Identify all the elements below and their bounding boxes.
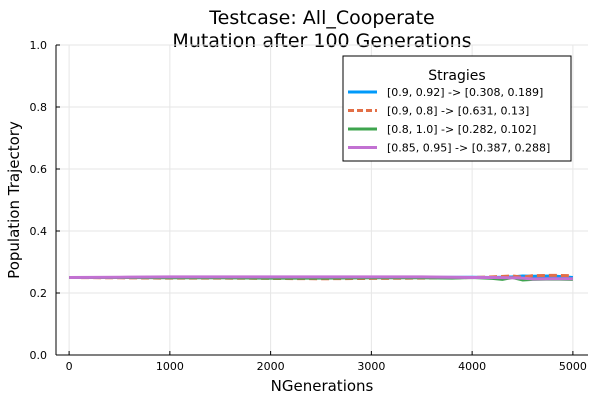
axes bbox=[55, 45, 588, 356]
y-tick-label: 0.4 bbox=[30, 225, 48, 238]
chart-title: Testcase: All_Cooperate bbox=[208, 7, 434, 29]
x-tick-label: 3000 bbox=[357, 360, 385, 373]
legend-label: [0.85, 0.95] -> [0.387, 0.288] bbox=[387, 142, 550, 155]
y-tick-label: 0.0 bbox=[30, 349, 48, 362]
series-layer bbox=[69, 273, 574, 282]
x-tick-label: 4000 bbox=[458, 360, 486, 373]
y-tick-label: 0.8 bbox=[30, 101, 48, 114]
legend: Stragies [0.9, 0.92] -> [0.308, 0.189][0… bbox=[342, 55, 572, 162]
x-tick-label: 0 bbox=[66, 360, 73, 373]
y-tick-label: 0.2 bbox=[30, 287, 48, 300]
x-ticks: 0 1000 2000 3000 4000 5000 bbox=[66, 351, 587, 373]
legend-label: [0.9, 0.8] -> [0.631, 0.13] bbox=[387, 105, 529, 118]
x-tick-label: 1000 bbox=[156, 360, 184, 373]
legend-label: [0.8, 1.0] -> [0.282, 0.102] bbox=[387, 123, 536, 136]
y-ticks: 0.0 0.2 0.4 0.6 0.8 1.0 bbox=[30, 39, 60, 362]
series-line bbox=[69, 275, 573, 281]
legend-title: Stragies bbox=[428, 68, 485, 84]
x-tick-label: 2000 bbox=[257, 360, 285, 373]
legend-items: [0.9, 0.92] -> [0.308, 0.189] [0.9, 0.8] … bbox=[348, 86, 550, 155]
chart-subtitle: Mutation after 100 Generations bbox=[172, 30, 471, 52]
y-tick-label: 0.6 bbox=[30, 163, 48, 176]
y-tick-label: 1.0 bbox=[30, 39, 48, 52]
x-tick-label: 5000 bbox=[559, 360, 587, 373]
legend-box bbox=[342, 55, 572, 162]
y-axis-label: Population Trajectory bbox=[5, 121, 23, 279]
x-axis-label: NGenerations bbox=[271, 377, 374, 395]
legend-label: [0.9, 0.92] -> [0.308, 0.189] bbox=[387, 86, 543, 99]
